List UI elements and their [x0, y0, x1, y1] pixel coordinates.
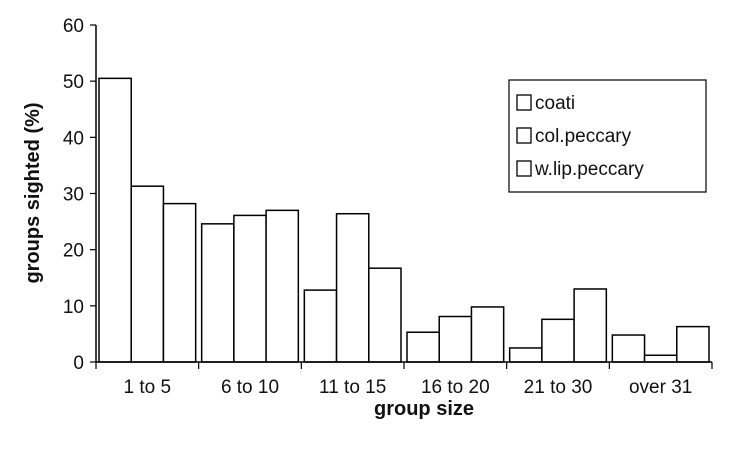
y-tick-label: 0: [73, 353, 84, 374]
y-tick-label: 10: [63, 297, 84, 318]
bar-col-peccary: [335, 212, 370, 363]
legend-swatch: [516, 127, 532, 144]
x-category-label: 11 to 15: [319, 377, 386, 398]
bar-col-peccary: [438, 315, 473, 363]
y-tick-label: 60: [63, 16, 84, 37]
bar-coati: [303, 289, 338, 363]
x-axis-title: group size: [374, 398, 474, 420]
legend-label: col.peccary: [535, 126, 632, 147]
bar-col-peccary: [643, 354, 678, 363]
legend: coati col.peccary w.lip.peccary: [508, 79, 707, 193]
legend-label: w.lip.peccary: [534, 159, 644, 180]
y-tick-label: 50: [63, 72, 84, 93]
x-category-label: over 31: [629, 377, 692, 398]
y-tick-label: 20: [63, 241, 84, 262]
bar-coati: [98, 77, 132, 363]
legend-swatch: [516, 94, 532, 111]
legend-swatch: [516, 160, 532, 177]
x-category-label: 1 to 5: [124, 377, 172, 398]
bar-coati: [508, 347, 543, 363]
bar-col-peccary: [233, 214, 267, 363]
bar-col-peccary: [130, 185, 165, 363]
y-tick-label: 30: [63, 185, 84, 206]
y-axis-title: groups sighted (%): [22, 102, 44, 283]
x-category-label: 16 to 20: [421, 377, 490, 398]
legend-label: coati: [535, 93, 575, 114]
x-category-label: 21 to 30: [524, 377, 593, 398]
bar-w-lip-peccary: [470, 306, 505, 363]
legend-box: [508, 79, 707, 193]
bars: [98, 77, 710, 363]
bar-w-lip-peccary: [676, 325, 710, 363]
bar-w-lip-peccary: [265, 209, 300, 363]
y-axis-ticks: 0 10 20 30 40 50 60: [63, 16, 96, 374]
x-axis-ticks: 1 to 5 6 to 10 11 to 15 16 to 20 21 to 30 ove…: [95, 362, 713, 398]
y-tick-label: 40: [63, 128, 84, 149]
bar-coati: [611, 334, 646, 363]
bar-coati: [406, 331, 440, 363]
bar-coati: [200, 223, 235, 363]
bar-w-lip-peccary: [162, 202, 197, 363]
bar-col-peccary: [541, 318, 575, 363]
bar-w-lip-peccary: [368, 267, 402, 363]
bar-w-lip-peccary: [573, 288, 608, 363]
x-category-label: 6 to 10: [221, 377, 279, 398]
